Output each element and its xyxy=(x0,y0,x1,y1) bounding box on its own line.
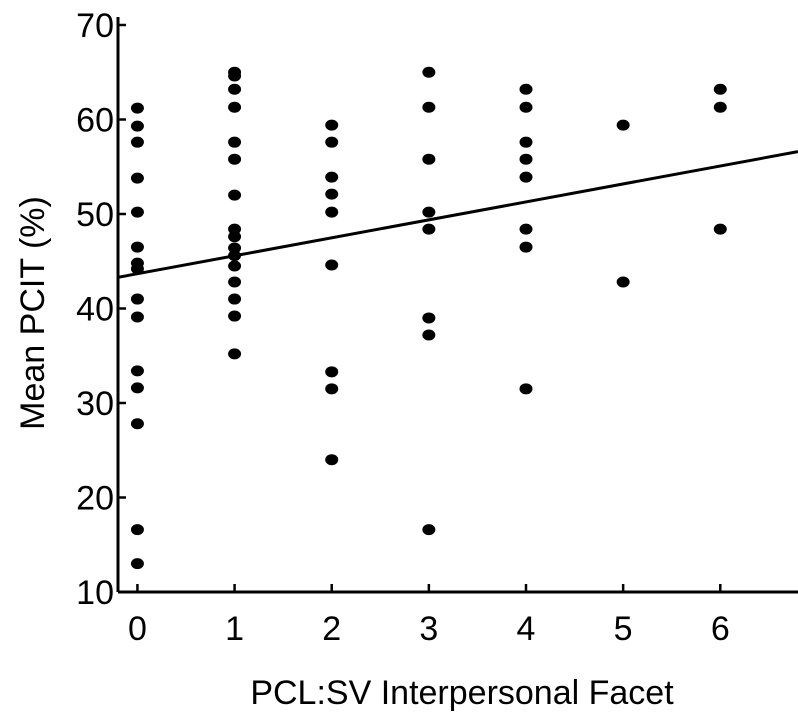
data-point xyxy=(130,136,144,148)
data-point xyxy=(713,83,727,95)
y-tick-label: 60 xyxy=(76,102,114,140)
data-point xyxy=(130,263,144,275)
data-point xyxy=(228,260,242,272)
data-point xyxy=(130,382,144,394)
data-point xyxy=(325,136,339,148)
y-tick-label: 50 xyxy=(76,196,114,234)
data-point xyxy=(325,119,339,131)
data-point xyxy=(228,276,242,288)
axes xyxy=(116,17,798,594)
data-point xyxy=(228,83,242,95)
data-point xyxy=(422,153,436,165)
data-point xyxy=(228,189,242,201)
data-point xyxy=(228,153,242,165)
data-point xyxy=(519,383,533,395)
data-point xyxy=(519,136,533,148)
y-tick-label: 40 xyxy=(76,291,114,329)
data-point xyxy=(130,293,144,305)
y-tick-label: 70 xyxy=(76,7,114,45)
trend-line xyxy=(117,150,798,279)
data-point xyxy=(130,241,144,253)
data-point xyxy=(616,119,630,131)
data-point xyxy=(325,206,339,218)
data-point xyxy=(228,231,242,243)
data-point xyxy=(130,365,144,377)
data-point xyxy=(130,524,144,536)
data-point xyxy=(228,348,242,360)
data-point xyxy=(713,101,727,113)
x-tick-label: 4 xyxy=(517,610,536,648)
data-point xyxy=(228,250,242,262)
data-point xyxy=(228,310,242,322)
x-tick-label: 0 xyxy=(128,610,147,648)
x-tick-label: 1 xyxy=(225,610,244,648)
data-point xyxy=(422,524,436,536)
x-tick-label: 2 xyxy=(322,610,341,648)
x-axis-label: PCL:SV Interpersonal Facet xyxy=(250,674,674,712)
data-point xyxy=(422,101,436,113)
y-tick-label: 20 xyxy=(76,480,114,518)
data-point xyxy=(130,558,144,570)
data-point xyxy=(228,136,242,148)
data-point xyxy=(519,223,533,235)
data-point xyxy=(422,329,436,341)
data-point xyxy=(422,223,436,235)
data-point xyxy=(325,454,339,466)
x-tick-label: 5 xyxy=(614,610,633,648)
data-point xyxy=(519,171,533,183)
tick-labels: 10 20 30 40 50 60 70 0 1 2 3 4 5 6 xyxy=(76,7,730,648)
data-point xyxy=(228,223,242,235)
data-point xyxy=(616,276,630,288)
data-points xyxy=(130,66,727,570)
y-tick-label: 30 xyxy=(76,385,114,423)
y-axis-label: Mean PCIT (%) xyxy=(14,196,52,430)
trend-line-group xyxy=(117,150,798,279)
x-tick-label: 3 xyxy=(419,610,438,648)
data-point xyxy=(325,366,339,378)
data-point xyxy=(422,206,436,218)
data-point xyxy=(519,241,533,253)
data-point xyxy=(130,418,144,430)
data-point xyxy=(519,101,533,113)
data-point xyxy=(130,311,144,323)
data-point xyxy=(130,172,144,184)
data-point xyxy=(519,83,533,95)
data-point xyxy=(422,312,436,324)
data-point xyxy=(519,153,533,165)
data-point xyxy=(228,101,242,113)
data-point xyxy=(325,171,339,183)
data-point xyxy=(713,223,727,235)
data-point xyxy=(228,70,242,82)
data-point xyxy=(130,120,144,132)
data-point xyxy=(325,259,339,271)
data-point xyxy=(130,102,144,114)
x-tick-label: 6 xyxy=(711,610,730,648)
data-point xyxy=(228,242,242,254)
data-point xyxy=(130,206,144,218)
y-tick-label: 10 xyxy=(76,574,114,612)
data-point xyxy=(325,383,339,395)
data-point xyxy=(325,188,339,200)
data-point xyxy=(228,293,242,305)
data-point xyxy=(422,66,436,78)
